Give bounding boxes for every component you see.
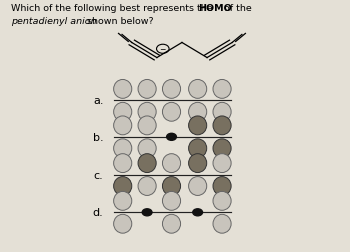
- Circle shape: [142, 209, 152, 216]
- Ellipse shape: [213, 154, 231, 173]
- Circle shape: [167, 134, 176, 141]
- Ellipse shape: [114, 154, 132, 173]
- Text: pentadienyl anion: pentadienyl anion: [11, 17, 97, 26]
- Ellipse shape: [189, 80, 207, 99]
- Ellipse shape: [213, 192, 231, 210]
- Text: d.: d.: [93, 207, 104, 217]
- Ellipse shape: [213, 103, 231, 122]
- Ellipse shape: [114, 103, 132, 122]
- Ellipse shape: [114, 214, 132, 233]
- Ellipse shape: [213, 80, 231, 99]
- Ellipse shape: [162, 80, 181, 99]
- Text: Which of the following best represents the: Which of the following best represents t…: [11, 5, 216, 13]
- Ellipse shape: [162, 103, 181, 122]
- Text: a.: a.: [93, 96, 104, 106]
- Ellipse shape: [213, 116, 231, 135]
- Ellipse shape: [189, 177, 207, 196]
- Ellipse shape: [114, 80, 132, 99]
- Ellipse shape: [213, 177, 231, 196]
- Text: of the: of the: [221, 5, 252, 13]
- Ellipse shape: [138, 139, 156, 158]
- Ellipse shape: [114, 177, 132, 196]
- Text: c.: c.: [94, 170, 104, 180]
- Ellipse shape: [189, 116, 207, 135]
- Ellipse shape: [213, 214, 231, 233]
- Text: HOMO: HOMO: [198, 5, 231, 13]
- Text: −: −: [160, 45, 166, 54]
- Ellipse shape: [213, 139, 231, 158]
- Circle shape: [193, 209, 203, 216]
- Ellipse shape: [189, 103, 207, 122]
- Ellipse shape: [162, 177, 181, 196]
- Text: b.: b.: [93, 132, 104, 142]
- Ellipse shape: [114, 139, 132, 158]
- Ellipse shape: [138, 103, 156, 122]
- Ellipse shape: [162, 214, 181, 233]
- Ellipse shape: [138, 177, 156, 196]
- Ellipse shape: [114, 192, 132, 210]
- Ellipse shape: [162, 192, 181, 210]
- Ellipse shape: [138, 116, 156, 135]
- Ellipse shape: [114, 116, 132, 135]
- Ellipse shape: [138, 80, 156, 99]
- Ellipse shape: [138, 154, 156, 173]
- Ellipse shape: [189, 154, 207, 173]
- Text: shown below?: shown below?: [84, 17, 153, 26]
- Ellipse shape: [162, 154, 181, 173]
- Ellipse shape: [189, 139, 207, 158]
